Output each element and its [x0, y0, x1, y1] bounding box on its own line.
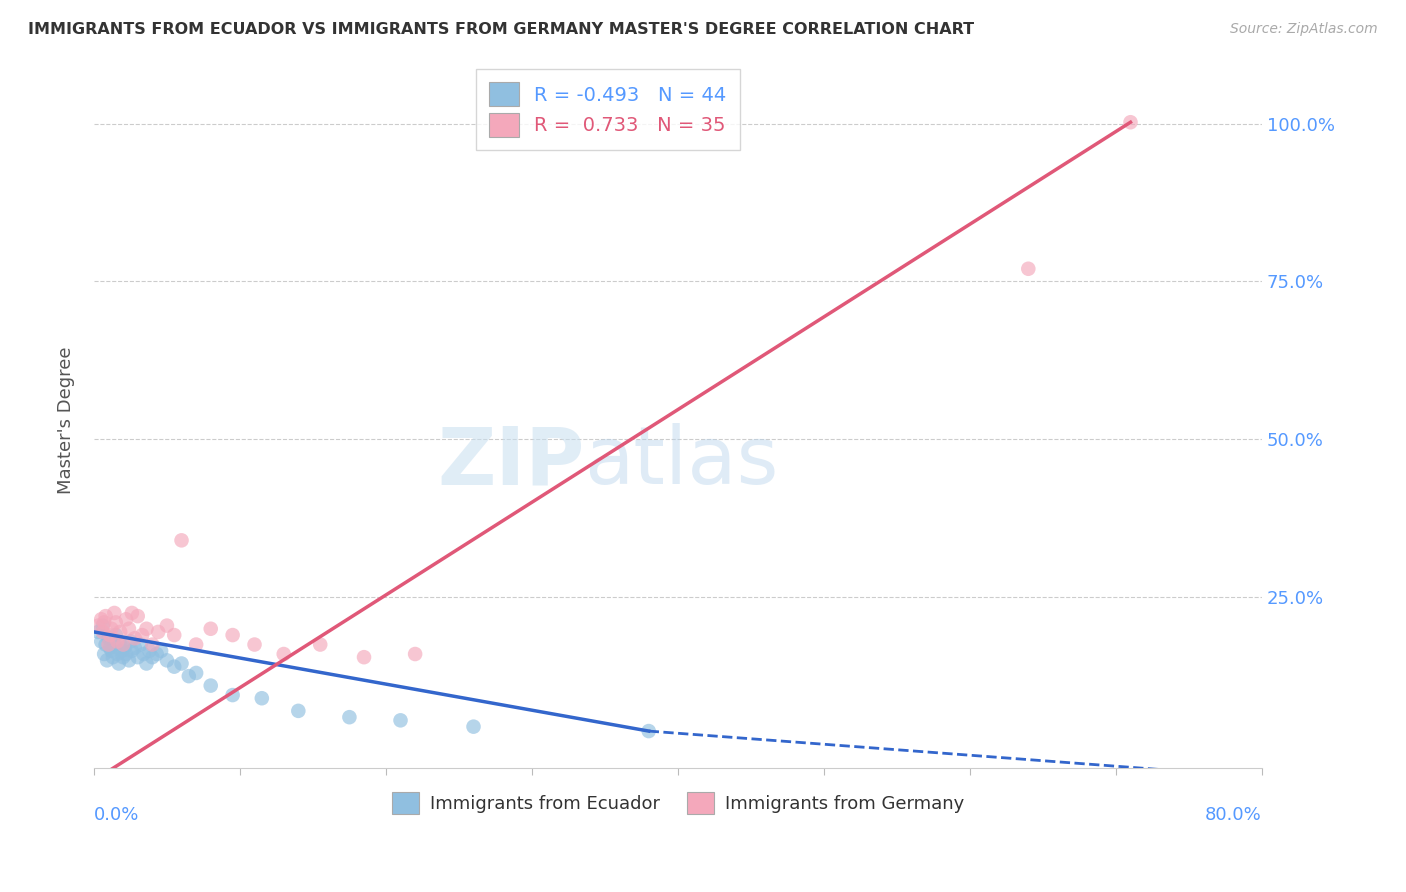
Text: 80.0%: 80.0%: [1205, 805, 1263, 824]
Point: [108, 638, 131, 652]
Point: [309, 638, 332, 652]
Point: [353, 650, 375, 665]
Point: [170, 533, 193, 548]
Point: [135, 657, 157, 671]
Point: [118, 622, 141, 636]
Point: [1119, 115, 1142, 129]
Point: [184, 665, 207, 680]
Point: [93, 615, 115, 630]
Point: [120, 634, 142, 648]
Text: Source: ZipAtlas.com: Source: ZipAtlas.com: [1230, 22, 1378, 37]
Point: [463, 720, 485, 734]
Point: [94, 638, 117, 652]
Point: [135, 622, 157, 636]
Text: ZIP: ZIP: [437, 423, 585, 501]
Point: [131, 628, 153, 642]
Point: [91, 624, 114, 639]
Point: [90, 634, 112, 648]
Point: [287, 704, 309, 718]
Point: [156, 618, 179, 632]
Point: [127, 650, 149, 665]
Point: [124, 632, 146, 646]
Point: [200, 622, 222, 636]
Legend: Immigrants from Ecuador, Immigrants from Germany: Immigrants from Ecuador, Immigrants from…: [385, 785, 972, 822]
Point: [98, 640, 121, 655]
Point: [108, 624, 131, 639]
Point: [163, 628, 186, 642]
Text: IMMIGRANTS FROM ECUADOR VS IMMIGRANTS FROM GERMANY MASTER'S DEGREE CORRELATION C: IMMIGRANTS FROM ECUADOR VS IMMIGRANTS FR…: [28, 22, 974, 37]
Point: [112, 638, 135, 652]
Point: [200, 679, 222, 693]
Point: [90, 612, 112, 626]
Point: [637, 724, 659, 739]
Y-axis label: Master's Degree: Master's Degree: [58, 347, 75, 494]
Text: 0.0%: 0.0%: [94, 805, 139, 824]
Text: atlas: atlas: [585, 423, 779, 501]
Point: [132, 647, 155, 661]
Point: [115, 612, 138, 626]
Point: [170, 657, 193, 671]
Point: [115, 647, 138, 661]
Point: [100, 622, 122, 636]
Point: [250, 691, 273, 706]
Point: [107, 657, 129, 671]
Point: [221, 688, 243, 702]
Point: [100, 644, 122, 658]
Point: [1017, 261, 1039, 276]
Point: [129, 638, 152, 652]
Point: [389, 714, 412, 728]
Point: [145, 647, 167, 661]
Point: [94, 609, 117, 624]
Point: [93, 647, 115, 661]
Point: [138, 644, 160, 658]
Point: [177, 669, 200, 683]
Point: [101, 650, 124, 665]
Point: [97, 632, 120, 646]
Point: [91, 618, 114, 632]
Point: [97, 638, 120, 652]
Point: [404, 647, 426, 661]
Point: [273, 647, 295, 661]
Point: [150, 644, 173, 658]
Point: [118, 653, 141, 667]
Point: [141, 650, 163, 665]
Point: [221, 628, 243, 642]
Point: [111, 644, 134, 658]
Point: [114, 640, 136, 655]
Point: [87, 618, 110, 632]
Point: [124, 640, 146, 655]
Point: [104, 628, 127, 642]
Point: [105, 634, 128, 648]
Point: [104, 615, 127, 630]
Point: [87, 624, 110, 639]
Point: [243, 638, 266, 652]
Point: [127, 609, 149, 624]
Point: [112, 650, 135, 665]
Point: [98, 628, 121, 642]
Point: [121, 606, 143, 620]
Point: [103, 606, 125, 620]
Point: [121, 644, 143, 658]
Point: [105, 647, 128, 661]
Point: [96, 653, 118, 667]
Point: [103, 638, 125, 652]
Point: [156, 653, 179, 667]
Point: [184, 638, 207, 652]
Point: [339, 710, 361, 724]
Point: [146, 624, 169, 639]
Point: [141, 638, 163, 652]
Point: [163, 659, 186, 673]
